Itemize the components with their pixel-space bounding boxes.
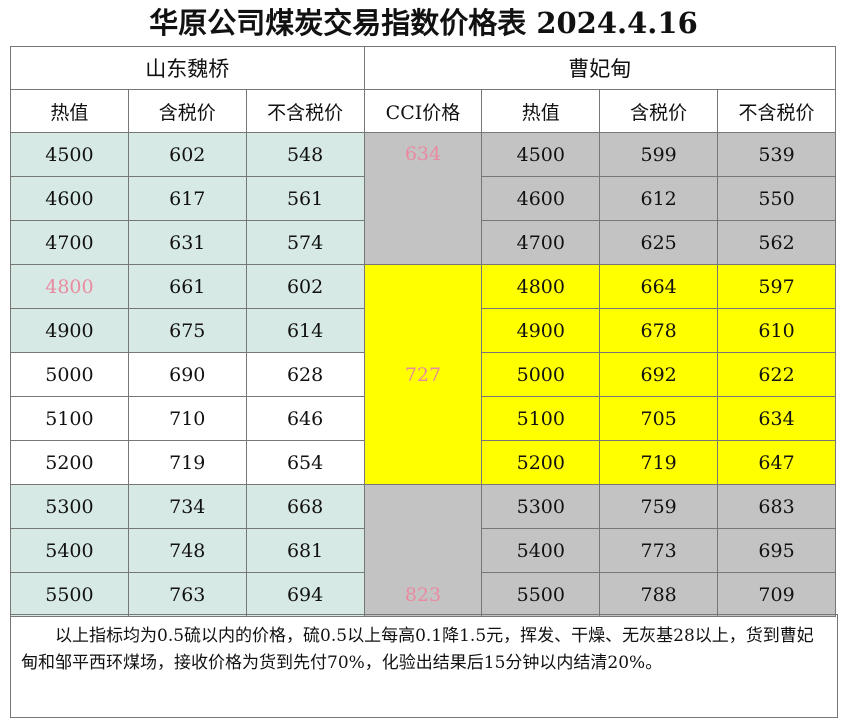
shandong-cell: 661 <box>127 264 247 309</box>
caofeidian-cell: 692 <box>599 352 719 397</box>
caofeidian-cell: 683 <box>717 484 836 529</box>
shandong-cell: 561 <box>245 176 365 221</box>
caofeidian-cell: 610 <box>717 308 836 353</box>
caofeidian-cell: 647 <box>717 440 836 485</box>
note: 以上指标均为0.5硫以内的价格，硫0.5以上每高0.1降1.5元，挥发、干燥、无… <box>10 614 838 718</box>
group-header: 山东魏桥 <box>10 46 365 90</box>
shandong-cell: 602 <box>245 264 365 309</box>
shandong-cell: 719 <box>127 440 247 485</box>
shandong-cell: 628 <box>245 352 365 397</box>
shandong-cell: 734 <box>127 484 247 529</box>
shandong-cell: 694 <box>245 572 365 617</box>
shandong-cell: 763 <box>127 572 247 617</box>
shandong-cell: 4600 <box>10 176 129 221</box>
caofeidian-cell: 625 <box>599 220 719 265</box>
shandong-cell: 654 <box>245 440 365 485</box>
shandong-cell: 681 <box>245 528 365 573</box>
caofeidian-cell: 4900 <box>481 308 601 353</box>
shandong-cell: 4900 <box>10 308 129 353</box>
shandong-cell: 5300 <box>10 484 129 529</box>
cci-cell: 823 <box>363 484 483 617</box>
data-row: 4800 661 602 727 4800 664 597 <box>10 264 836 485</box>
data-row: 4900 675 614 4900 678 610 <box>10 308 836 353</box>
caofeidian-cell: 622 <box>717 352 836 397</box>
caofeidian-cell: 4600 <box>481 176 601 221</box>
caofeidian-cell: 5400 <box>481 528 601 573</box>
data-row: 5500 763 694 5500 788 709 <box>10 572 836 617</box>
column-header: 不含税价 <box>245 89 365 133</box>
shandong-cell: 5100 <box>10 396 129 441</box>
shandong-cell: 675 <box>127 308 247 353</box>
column-header: CCI价格 <box>363 89 483 133</box>
data-row: 5100 710 646 5100 705 634 <box>10 396 836 441</box>
shandong-cell: 4800 <box>10 264 129 309</box>
shandong-cell: 668 <box>245 484 365 529</box>
shandong-cell: 4500 <box>10 132 129 177</box>
data-row: 5300 734 668 823 5300 759 683 <box>10 484 836 617</box>
shandong-cell: 5200 <box>10 440 129 485</box>
shandong-cell: 748 <box>127 528 247 573</box>
caofeidian-cell: 634 <box>717 396 836 441</box>
shandong-cell: 631 <box>127 220 247 265</box>
cci-cell: 727 <box>363 264 483 485</box>
shandong-cell: 574 <box>245 220 365 265</box>
price-table: 山东魏桥 曹妃甸 热值 含税价 不含税价 CCI价格 热值 含税价 不含税价 4500 602 548… <box>10 46 837 617</box>
group-header-row: 山东魏桥 曹妃甸 <box>10 46 837 90</box>
caofeidian-cell: 5300 <box>481 484 601 529</box>
shandong-cell: 690 <box>127 352 247 397</box>
caofeidian-cell: 788 <box>599 572 719 617</box>
column-header: 热值 <box>481 89 601 133</box>
data-row: 4600 617 561 4600 612 550 <box>10 176 836 221</box>
column-header: 不含税价 <box>717 89 836 133</box>
data-row: 4700 631 574 4700 625 562 <box>10 220 836 265</box>
caofeidian-cell: 562 <box>717 220 836 265</box>
shandong-cell: 4700 <box>10 220 129 265</box>
data-row: 5400 748 681 5400 773 695 <box>10 528 836 573</box>
caofeidian-cell: 709 <box>717 572 836 617</box>
caofeidian-cell: 4700 <box>481 220 601 265</box>
caofeidian-cell: 539 <box>717 132 836 177</box>
column-header: 热值 <box>10 89 129 133</box>
caofeidian-cell: 719 <box>599 440 719 485</box>
column-header-row: 热值 含税价 不含税价 CCI价格 热值 含税价 不含税价 <box>10 89 836 133</box>
shandong-cell: 710 <box>127 396 247 441</box>
caofeidian-cell: 5000 <box>481 352 601 397</box>
shandong-cell: 617 <box>127 176 247 221</box>
caofeidian-cell: 759 <box>599 484 719 529</box>
shandong-cell: 602 <box>127 132 247 177</box>
cci-cell: 634 <box>363 132 483 265</box>
caofeidian-cell: 773 <box>599 528 719 573</box>
caofeidian-cell: 5500 <box>481 572 601 617</box>
caofeidian-cell: 678 <box>599 308 719 353</box>
column-header: 含税价 <box>599 89 719 133</box>
caofeidian-cell: 5100 <box>481 396 601 441</box>
data-row: 5200 719 654 5200 719 647 <box>10 440 836 485</box>
caofeidian-cell: 4500 <box>481 132 601 177</box>
caofeidian-cell: 695 <box>717 528 836 573</box>
shandong-cell: 614 <box>245 308 365 353</box>
caofeidian-cell: 705 <box>599 396 719 441</box>
title: 华原公司煤炭交易指数价格表 2024.4.16 <box>149 6 698 40</box>
shandong-cell: 646 <box>245 396 365 441</box>
shandong-cell: 5500 <box>10 572 129 617</box>
column-header: 含税价 <box>127 89 247 133</box>
data-row: 5000 690 628 5000 692 622 <box>10 352 836 397</box>
shandong-cell: 5400 <box>10 528 129 573</box>
caofeidian-cell: 5200 <box>481 440 601 485</box>
caofeidian-cell: 599 <box>599 132 719 177</box>
caofeidian-cell: 664 <box>599 264 719 309</box>
data-row: 4500 602 548 634 4500 599 539 <box>10 132 836 265</box>
caofeidian-cell: 597 <box>717 264 836 309</box>
caofeidian-cell: 4800 <box>481 264 601 309</box>
shandong-cell: 548 <box>245 132 365 177</box>
shandong-cell: 5000 <box>10 352 129 397</box>
caofeidian-cell: 550 <box>717 176 836 221</box>
caofeidian-cell: 612 <box>599 176 719 221</box>
group-header: 曹妃甸 <box>363 46 837 90</box>
